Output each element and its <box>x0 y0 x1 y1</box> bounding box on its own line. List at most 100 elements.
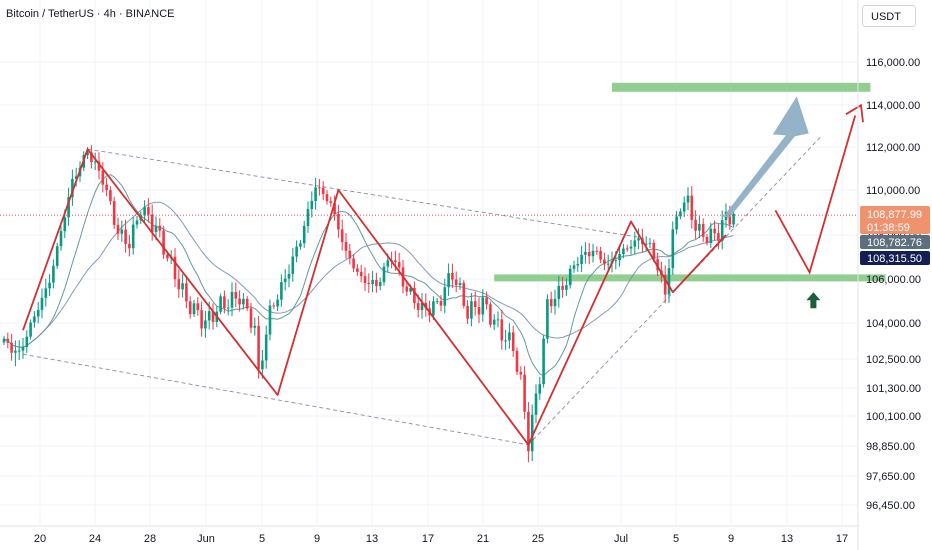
support-zone <box>494 274 886 282</box>
candle-body <box>67 197 70 218</box>
price-tag-gray-value: 108,782.76 <box>867 237 922 249</box>
candle-body <box>340 229 344 242</box>
candle-body <box>599 250 602 260</box>
candle-body <box>135 220 139 225</box>
candle-body <box>257 325 260 370</box>
candle-body <box>405 286 409 292</box>
candle-body <box>515 350 519 372</box>
candle-body <box>606 263 610 265</box>
candle-body <box>652 242 656 260</box>
candle-body <box>432 301 435 316</box>
candle-body <box>321 187 325 195</box>
price-tick-label: 102,500.00 <box>866 354 921 366</box>
price-tick-label: 114,000.00 <box>866 100 920 112</box>
candle-body <box>728 211 732 225</box>
candle-body <box>637 238 640 241</box>
price-tag-navy-value: 108,315.50 <box>867 253 922 265</box>
candle-body <box>207 311 211 321</box>
candle-body <box>701 223 705 237</box>
candle-body <box>238 298 241 305</box>
candle-body <box>682 202 686 212</box>
price-tick-label: 106,000.00 <box>866 274 921 286</box>
candle-body <box>90 152 93 163</box>
chart-overlays <box>0 96 864 446</box>
candle-body <box>318 187 321 189</box>
candle-body <box>587 251 591 257</box>
candle-body <box>663 274 667 295</box>
candle-body <box>150 214 154 232</box>
candle-body <box>86 152 89 156</box>
candle-body <box>470 301 473 319</box>
candle-body <box>6 338 10 343</box>
candle-body <box>363 276 367 283</box>
candle-body <box>276 299 279 307</box>
candle-body <box>261 360 264 370</box>
candle-body <box>120 229 124 234</box>
candle-body <box>477 307 481 315</box>
candle-body <box>348 250 352 259</box>
candle-body <box>435 301 439 303</box>
candle-body <box>534 393 538 415</box>
candle-body <box>454 279 458 286</box>
projection-path <box>774 115 857 275</box>
candle-body <box>622 248 625 255</box>
candle-body <box>234 291 238 299</box>
candle-body <box>185 283 188 302</box>
candle-body <box>508 332 511 341</box>
candle-body <box>451 273 454 280</box>
candle-body <box>302 225 306 244</box>
candle-body <box>200 310 203 329</box>
candle-body <box>52 265 55 283</box>
candle-body <box>147 207 150 215</box>
candle-body <box>690 195 694 220</box>
candle-body <box>173 256 177 280</box>
projection-arrowhead <box>845 103 864 123</box>
candle-body <box>40 297 44 310</box>
candle-body <box>679 211 682 217</box>
candle-body <box>485 297 488 305</box>
candle-body <box>603 259 606 264</box>
candle-body <box>25 336 29 348</box>
candle-body <box>112 201 116 225</box>
candle-body <box>93 161 97 163</box>
time-tick-label: 5 <box>259 533 265 545</box>
candle-body <box>181 283 184 290</box>
candle-body <box>268 305 272 335</box>
candle-body <box>648 242 652 244</box>
price-tick-label: 110,000.00 <box>866 185 920 197</box>
candle-body <box>686 195 690 203</box>
candle-body <box>671 229 675 269</box>
candle-body <box>166 254 169 259</box>
candle-body <box>109 190 112 202</box>
candle-body <box>409 288 412 292</box>
candle-body <box>325 194 329 202</box>
candle-body <box>694 219 697 231</box>
time-tick-label: 17 <box>422 533 434 545</box>
candle-body <box>519 371 523 375</box>
symbol-title: Bitcoin / TetherUS · 4h · BINANCE <box>6 8 175 20</box>
candle-body <box>481 297 485 315</box>
candle-body <box>36 309 40 317</box>
currency-button[interactable]: USDT <box>862 5 916 27</box>
candle-body <box>511 332 515 351</box>
candle-body <box>713 228 716 234</box>
candle-body <box>59 231 63 247</box>
price-tick-label: 98,850.00 <box>866 441 915 453</box>
time-tick-label: 9 <box>314 533 320 545</box>
candle-body <box>211 311 215 322</box>
candle-body <box>264 334 268 361</box>
candle-body <box>386 260 390 267</box>
candle-body <box>375 279 378 287</box>
candle-body <box>549 299 553 307</box>
time-tick-label: 20 <box>34 533 46 545</box>
price-tick-label: 112,000.00 <box>866 142 920 154</box>
candle-body <box>253 325 257 328</box>
candle-body <box>394 260 397 263</box>
candle-body <box>523 374 526 412</box>
last-price-value: 108,877.99 <box>867 209 922 221</box>
candle-body <box>359 271 363 277</box>
candle-body <box>633 240 637 247</box>
time-axis: 20 24 28 Jun 5 9 13 17 21 25 Jul 5 9 13 17 <box>0 525 858 545</box>
candle-body <box>644 243 648 245</box>
candle-body <box>473 301 477 308</box>
